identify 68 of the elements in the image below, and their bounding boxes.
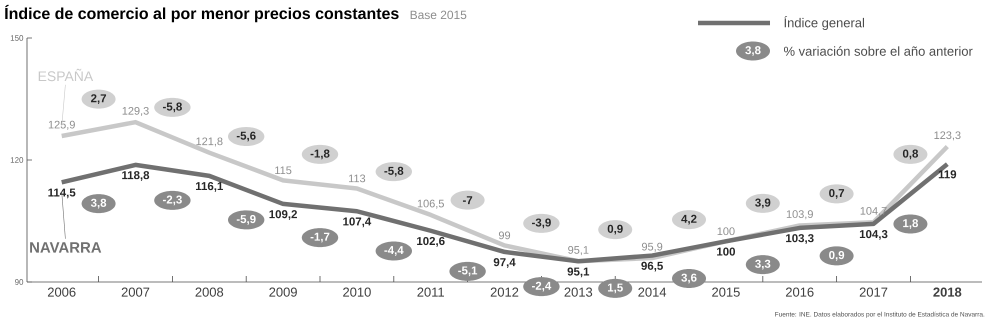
annotation: % variación sobre el año anterior — [784, 46, 973, 56]
annotation: 3,9 — [755, 198, 770, 208]
data-label: 106,5 — [418, 200, 444, 209]
annotation: 0,9 — [829, 250, 844, 261]
x-tick-label: 2007 — [122, 288, 150, 297]
x-tick-label: 2015 — [712, 288, 740, 297]
x-tick-label: 2011 — [417, 288, 444, 297]
data-label: 95,1 — [568, 246, 588, 256]
x-tick-label: 2018 — [933, 288, 962, 297]
annotation: 3,8 — [745, 46, 761, 56]
data-label: 123,3 — [934, 131, 961, 140]
data-label: 100 — [718, 227, 735, 236]
annotation: 0,8 — [902, 150, 918, 160]
annotation: -1,8 — [310, 150, 330, 160]
text: NAVARRA — [30, 242, 102, 253]
annotation: -2,4 — [532, 282, 552, 292]
data-label: 107,4 — [343, 217, 372, 228]
data-label: 100 — [717, 248, 736, 256]
data-label: 104,3 — [860, 230, 888, 240]
x-tick-label: 2009 — [269, 288, 297, 297]
data-label: 115 — [275, 166, 292, 174]
data-label: 109,2 — [269, 210, 297, 220]
annotation: 4,2 — [681, 214, 697, 225]
x-tick-label: 2016 — [786, 288, 814, 297]
data-label: 113 — [348, 174, 366, 182]
annotation: 2,7 — [91, 94, 106, 104]
annotation: -2,3 — [162, 195, 182, 206]
annotation: 0,9 — [608, 224, 623, 235]
x-tick-label: 2006 — [48, 288, 76, 297]
annotation: -5,9 — [236, 215, 256, 225]
annotation: 0,7 — [829, 188, 844, 199]
data-label: 103,9 — [786, 210, 813, 220]
annotation: -3,9 — [532, 218, 551, 228]
data-label: 95,9 — [642, 242, 662, 252]
data-label: 125,9 — [48, 120, 75, 130]
annotation: 3,8 — [90, 198, 106, 209]
annotation: -4,4 — [384, 246, 404, 256]
chart-subtitle: Base 2015 — [410, 10, 466, 20]
annotation: -5,6 — [236, 132, 256, 142]
annotation: -5,1 — [458, 266, 478, 276]
annotation: 3,3 — [755, 260, 770, 270]
data-label: 121,8 — [196, 137, 223, 146]
data-label: 119 — [938, 170, 956, 178]
text: Índice general — [784, 16, 864, 30]
x-tick-label: 2008 — [196, 288, 224, 297]
data-label: 103,3 — [786, 234, 814, 244]
x-tick-label: 2017 — [860, 288, 888, 297]
annotation: -5,8 — [384, 166, 404, 177]
annotation: -5,8 — [162, 102, 182, 112]
data-label: 97,4 — [494, 258, 516, 268]
data-label: 116,1 — [196, 182, 223, 192]
data-label: 96,5 — [641, 262, 663, 272]
data-label: 118,8 — [122, 171, 150, 181]
annotation: -7 — [462, 196, 472, 204]
annotation: -1,7 — [310, 232, 330, 242]
data-label: 102,6 — [417, 236, 445, 247]
annotation: 1,8 — [903, 219, 918, 229]
data-label: 129,3 — [122, 106, 149, 116]
annotation: 3,6 — [681, 274, 697, 284]
x-tick-label: 2012 — [490, 288, 518, 297]
data-label: 99 — [498, 231, 510, 240]
x-tick-label: 2010 — [343, 288, 371, 297]
data-label: 114,5 — [48, 188, 76, 198]
x-tick-label: 2013 — [564, 288, 592, 297]
chart-title: Índice de comercio al por menor precios constantes — [4, 4, 399, 22]
x-tick-label: 2014 — [638, 288, 666, 297]
text: 1,5 — [608, 284, 623, 294]
data-label: 95,1 — [568, 267, 590, 278]
